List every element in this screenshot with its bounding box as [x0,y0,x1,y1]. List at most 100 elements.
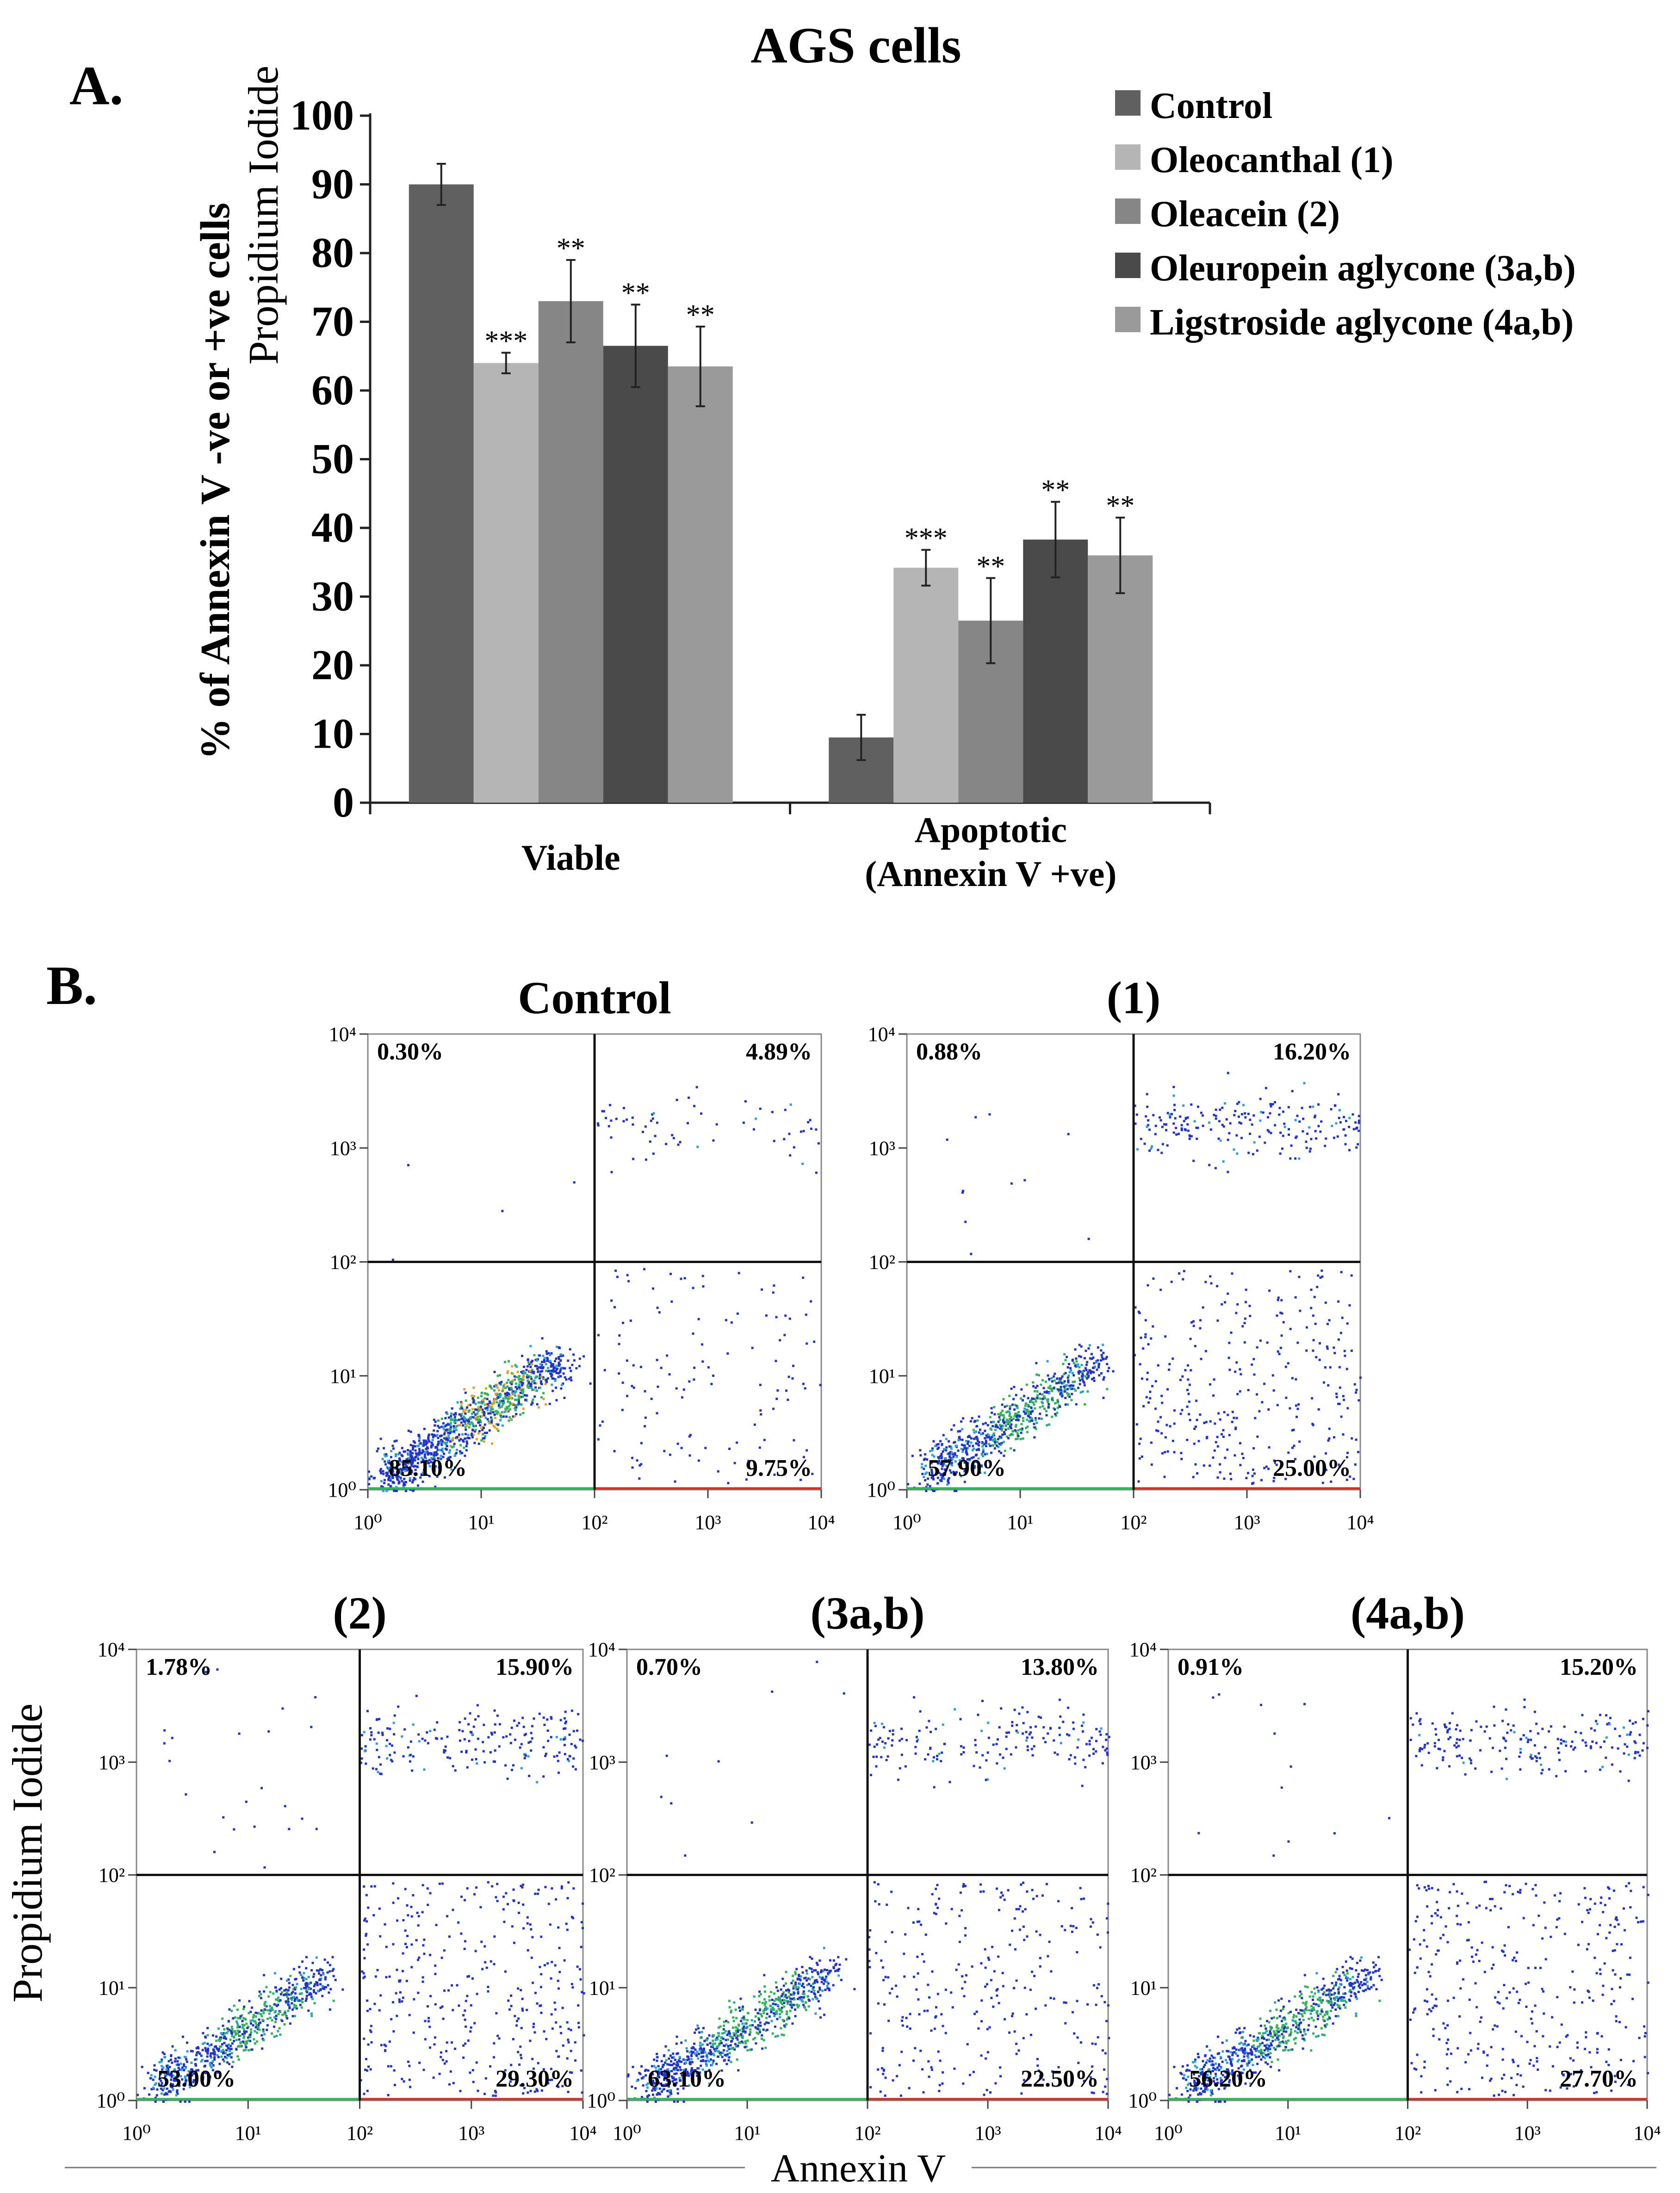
event-dot [1339,1332,1342,1334]
event-dot [453,1443,456,1445]
y-tick-label: 60 [311,366,354,414]
event-dot [968,1458,971,1461]
event-dot [1264,1141,1266,1144]
event-dot [308,1988,310,1990]
event-dot [436,1449,439,1451]
event-dot [287,2009,290,2012]
event-dot [1066,1384,1068,1387]
event-dot [805,2008,807,2011]
event-dot [466,1419,469,1422]
event-dot [1150,1463,1153,1466]
event-dot [430,1461,433,1463]
event-dot [541,1337,544,1340]
event-dot [1216,1476,1219,1479]
event-dot [582,1902,584,1905]
event-dot [521,1997,524,2000]
event-dot [993,1406,996,1408]
event-dot [505,1892,508,1895]
event-dot [465,2000,467,2002]
event-dot [448,1428,451,1431]
event-dot [553,1360,556,1363]
event-dot [202,2076,205,2079]
event-dot [447,1456,450,1459]
event-dot [680,1447,683,1450]
event-dot [249,2039,252,2042]
event-dot [826,1969,829,1971]
event-dot [729,2035,732,2038]
event-dot [660,2060,663,2063]
event-dot [385,1453,388,1456]
event-dot [385,1976,388,1979]
event-dot [258,1995,260,1997]
event-dot [1259,1339,1262,1342]
event-dot [180,2075,182,2078]
event-dot [462,1408,465,1411]
event-dot [417,1924,420,1927]
event-dot [379,1468,382,1470]
event-dot [690,2058,693,2061]
event-dot [1305,1140,1308,1143]
event-dot [515,2024,518,2027]
event-dot [1294,1157,1297,1160]
event-dot [242,2028,245,2031]
event-dot [442,1425,445,1428]
event-dot [1011,1403,1014,1406]
event-dot [380,1472,383,1474]
event-dot [1296,1415,1298,1418]
event-dot [480,1439,483,1442]
event-dot [1147,1343,1150,1346]
event-dot [1039,1406,1041,1409]
event-dot [1223,1411,1226,1413]
event-dot [987,1436,990,1438]
event-dot [971,1965,973,1968]
event-dot [1106,1388,1109,1390]
event-dot [496,1397,499,1400]
event-dot [523,1734,526,1736]
event-dot [266,2028,268,2031]
event-dot [552,1370,555,1373]
event-dot [279,2011,282,2013]
event-dot [1345,1368,1348,1370]
event-dot [496,1401,498,1404]
event-dot [688,1454,691,1457]
event-dot [514,1407,516,1410]
event-dot [1086,1390,1089,1393]
event-dot [950,1471,953,1474]
event-dot [406,1460,409,1463]
event-dot [191,2050,194,2053]
event-dot [425,1473,428,1476]
event-dot [1184,1369,1187,1372]
event-dot [1007,1427,1010,1430]
event-dot [362,1976,365,1979]
event-dot [274,1986,277,1989]
event-dot [539,1363,542,1366]
event-dot [1234,1454,1236,1457]
event-dot [1249,1133,1252,1135]
event-dot [1054,1412,1057,1415]
event-dot [377,1731,380,1734]
event-dot [502,1401,504,1404]
event-dot [741,2037,744,2039]
event-dot [428,1440,431,1443]
event-dot [979,1890,982,1893]
event-dot [217,2071,219,2074]
event-dot [483,1440,485,1443]
event-dot [366,1943,369,1946]
event-dot [647,2094,650,2097]
event-dot [791,1975,794,1977]
event-dot [227,2048,229,2051]
event-dot [210,2066,213,2069]
event-dot [467,2039,470,2042]
event-dot [805,2001,807,2004]
event-dot [1008,1418,1011,1421]
event-dot [770,2020,773,2022]
event-dot [720,2042,723,2044]
event-dot [921,1953,924,1956]
event-dot [154,2075,156,2078]
event-dot [1298,1120,1301,1123]
event-dot [556,1345,558,1348]
event-dot [976,1425,979,1427]
event-dot [407,1449,409,1452]
event-dot [923,1960,925,1963]
event-dot [618,1334,621,1337]
